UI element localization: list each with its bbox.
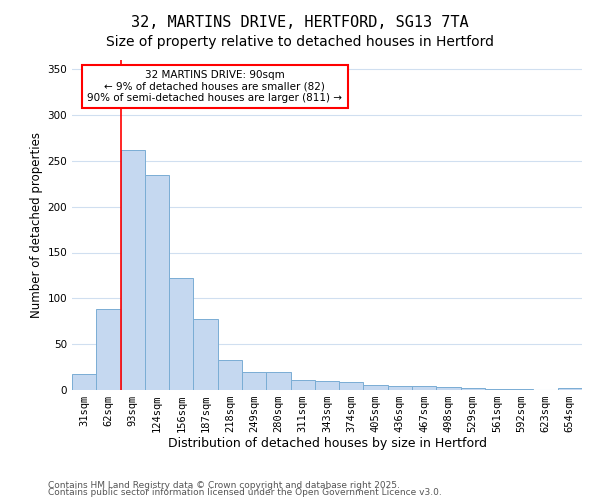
- Bar: [266, 372, 290, 390]
- Bar: [290, 380, 315, 390]
- Bar: [145, 176, 169, 390]
- Text: Size of property relative to detached houses in Hertford: Size of property relative to detached ho…: [106, 35, 494, 49]
- Bar: [461, 388, 485, 390]
- Bar: [388, 386, 412, 390]
- Text: 32 MARTINS DRIVE: 90sqm
← 9% of detached houses are smaller (82)
90% of semi-det: 32 MARTINS DRIVE: 90sqm ← 9% of detached…: [88, 70, 342, 103]
- Bar: [485, 389, 509, 390]
- Bar: [169, 278, 193, 390]
- Bar: [364, 386, 388, 390]
- Bar: [72, 374, 96, 390]
- Bar: [436, 387, 461, 390]
- Bar: [315, 381, 339, 390]
- Text: Contains public sector information licensed under the Open Government Licence v3: Contains public sector information licen…: [48, 488, 442, 497]
- Y-axis label: Number of detached properties: Number of detached properties: [30, 132, 43, 318]
- Bar: [509, 389, 533, 390]
- Bar: [339, 382, 364, 390]
- X-axis label: Distribution of detached houses by size in Hertford: Distribution of detached houses by size …: [167, 436, 487, 450]
- Bar: [242, 372, 266, 390]
- Bar: [96, 310, 121, 390]
- Bar: [193, 318, 218, 390]
- Text: 32, MARTINS DRIVE, HERTFORD, SG13 7TA: 32, MARTINS DRIVE, HERTFORD, SG13 7TA: [131, 15, 469, 30]
- Bar: [218, 360, 242, 390]
- Bar: [121, 150, 145, 390]
- Bar: [412, 386, 436, 390]
- Bar: [558, 388, 582, 390]
- Text: Contains HM Land Registry data © Crown copyright and database right 2025.: Contains HM Land Registry data © Crown c…: [48, 480, 400, 490]
